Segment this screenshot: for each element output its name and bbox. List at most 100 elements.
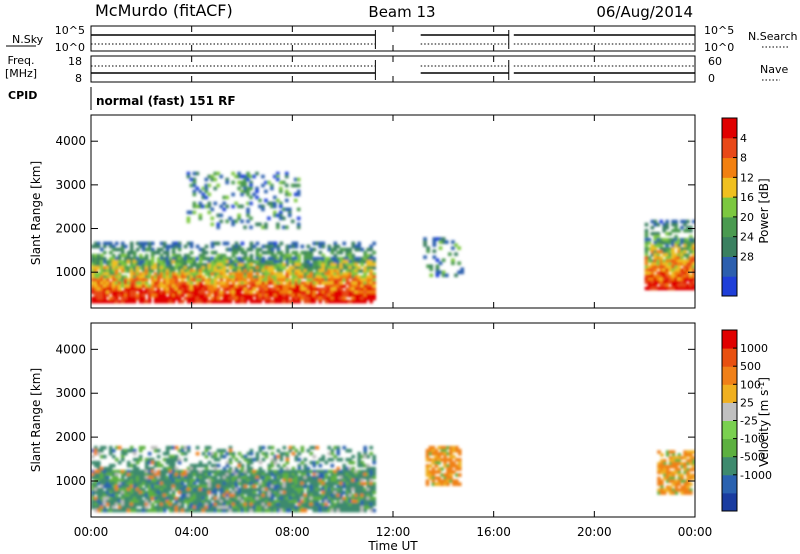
range-gate-cell: [225, 508, 230, 513]
range-gate-cell: [243, 490, 248, 495]
range-gate-cell: [300, 487, 305, 492]
range-gate-cell: [306, 475, 311, 480]
range-gate-cell: [171, 466, 176, 471]
range-gate-cell: [659, 286, 664, 291]
range-gate-cell: [171, 244, 176, 249]
range-gate-cell: [135, 481, 140, 486]
range-gate-cell: [93, 290, 98, 295]
range-gate-cell: [312, 287, 317, 292]
range-gate-cell: [677, 470, 682, 475]
range-gate-cell: [647, 256, 652, 260]
range-gate-cell: [240, 493, 245, 498]
range-gate-cell: [135, 496, 140, 501]
range-gate-cell: [237, 481, 242, 486]
range-gate-cell: [222, 269, 227, 273]
range-gate-cell: [126, 508, 131, 513]
range-gate-cell: [120, 296, 125, 301]
range-gate-cell: [147, 487, 152, 492]
range-gate-cell: [93, 508, 98, 513]
range-gate-cell: [369, 259, 373, 264]
range-gate-cell: [105, 496, 110, 501]
range-gate-cell: [348, 259, 353, 264]
range-gate-cell: [174, 457, 179, 462]
range-gate-cell: [234, 290, 239, 295]
range-gate-cell: [168, 478, 173, 483]
range-gate-cell: [689, 488, 693, 492]
range-gate-cell: [258, 204, 262, 209]
range-gate-cell: [431, 482, 436, 486]
range-gate-cell: [213, 454, 218, 459]
velocity-ylabel: Slant Range [km]: [29, 368, 43, 472]
range-gate-cell: [210, 269, 215, 273]
range-gate-cell: [677, 473, 682, 478]
range-gate-cell: [312, 247, 317, 252]
range-gate-cell: [297, 281, 302, 286]
range-gate-cell: [683, 241, 687, 245]
range-gate-cell: [195, 272, 200, 276]
range-gate-cell: [165, 281, 170, 286]
range-gate-cell: [138, 272, 143, 276]
range-gate-cell: [428, 445, 433, 450]
range-gate-cell: [677, 453, 682, 457]
range-gate-cell: [683, 283, 687, 288]
range-gate-cell: [243, 186, 247, 191]
range-gate-cell: [153, 275, 158, 279]
range-gate-cell: [213, 284, 218, 289]
range-gate-cell: [129, 266, 134, 270]
range-gate-cell: [255, 281, 260, 286]
range-gate-cell: [102, 481, 107, 486]
range-gate-cell: [219, 275, 224, 279]
range-gate-cell: [159, 256, 164, 261]
range-gate-cell: [354, 484, 359, 489]
range-gate-cell: [195, 499, 200, 504]
range-gate-cell: [192, 201, 197, 206]
range-gate-cell: [138, 278, 143, 282]
range-gate-cell: [150, 269, 155, 273]
range-gate-cell: [261, 269, 266, 273]
range-gate-cell: [644, 241, 649, 245]
range-gate-cell: [219, 451, 224, 456]
range-gate-cell: [285, 293, 290, 298]
range-gate-cell: [141, 281, 146, 286]
x-tick-label: 08:00: [275, 525, 310, 539]
colorbar-segment: [722, 197, 737, 218]
range-gate-cell: [261, 250, 266, 255]
range-gate-cell: [369, 490, 373, 495]
range-gate-cell: [354, 496, 359, 501]
range-gate-cell: [249, 256, 254, 261]
range-gate-cell: [135, 484, 140, 489]
range-gate-cell: [345, 259, 350, 264]
range-gate-cell: [318, 478, 323, 483]
range-gate-cell: [120, 469, 125, 474]
range-gate-cell: [216, 487, 221, 492]
range-gate-cell: [219, 266, 224, 270]
range-gate-cell: [297, 487, 302, 492]
range-gate-cell: [180, 445, 185, 450]
range-gate-cell: [225, 493, 230, 498]
range-gate-cell: [660, 488, 664, 492]
range-gate-cell: [288, 475, 293, 480]
range-gate-cell: [677, 286, 681, 291]
range-gate-cell: [282, 490, 287, 495]
range-gate-cell: [138, 481, 143, 486]
range-gate-cell: [321, 263, 326, 267]
range-gate-cell: [671, 268, 675, 273]
range-gate-cell: [339, 508, 344, 513]
range-gate-cell: [285, 475, 290, 480]
range-gate-cell: [258, 460, 263, 465]
range-gate-cell: [294, 490, 299, 495]
range-gate-cell: [297, 272, 302, 276]
range-gate-cell: [663, 461, 667, 466]
range-gate-cell: [91, 278, 95, 282]
range-gate-cell: [279, 269, 284, 273]
range-gate-cell: [351, 499, 356, 504]
range-gate-cell: [237, 490, 242, 495]
range-gate-cell: [144, 508, 149, 513]
range-gate-cell: [663, 488, 667, 492]
range-gate-cell: [306, 299, 311, 304]
range-gate-cell: [165, 502, 170, 507]
range-gate-cell: [351, 493, 356, 498]
range-gate-cell: [159, 281, 164, 286]
range-gate-cell: [231, 475, 236, 480]
range-gate-cell: [363, 448, 368, 453]
